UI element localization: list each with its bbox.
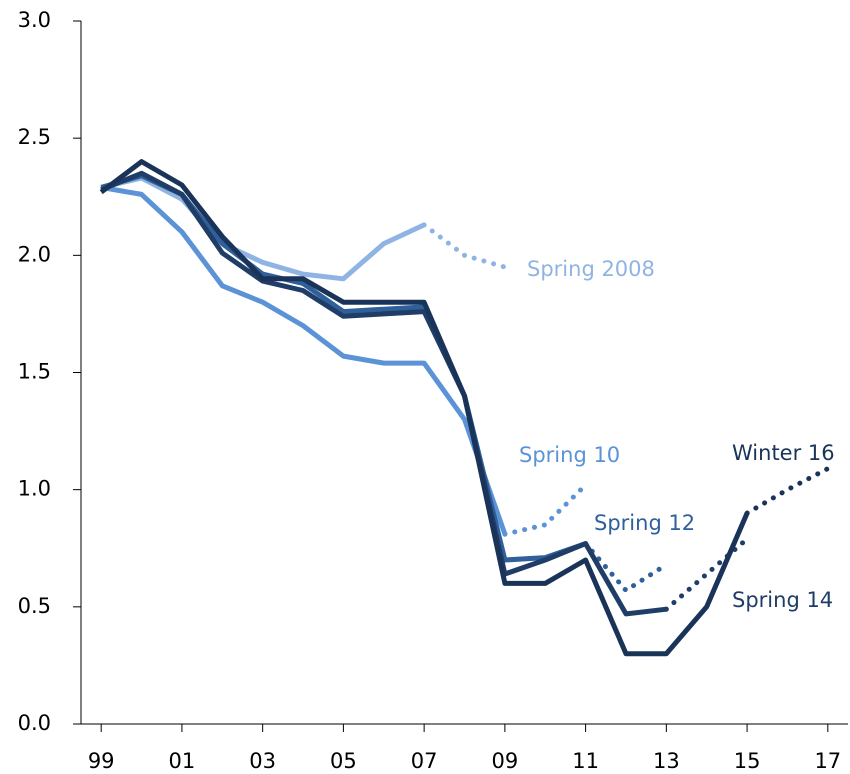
x-tick-label: 03 bbox=[249, 749, 276, 773]
y-tick-label: 0.5 bbox=[18, 594, 51, 618]
y-tick-label: 0.0 bbox=[18, 711, 51, 735]
x-tick-label: 05 bbox=[330, 749, 357, 773]
y-tick-label: 3.0 bbox=[18, 8, 51, 32]
series-label: Spring 10 bbox=[519, 443, 620, 467]
series-line bbox=[100, 175, 426, 282]
x-tick-label: 09 bbox=[492, 749, 519, 773]
x-tick-label: 07 bbox=[411, 749, 438, 773]
x-tick-label: 15 bbox=[734, 749, 761, 773]
forecast-line bbox=[744, 466, 831, 516]
series-line bbox=[100, 184, 508, 536]
forecast-line bbox=[583, 541, 669, 594]
x-tick-label: 11 bbox=[572, 749, 599, 773]
forecast-line bbox=[502, 482, 589, 537]
series-line bbox=[100, 173, 587, 563]
series-label: Spring 14 bbox=[732, 588, 833, 612]
y-tick-label: 2.0 bbox=[18, 242, 51, 266]
series-line bbox=[99, 159, 750, 657]
x-tick-label: 13 bbox=[653, 749, 680, 773]
series-line bbox=[100, 170, 667, 617]
y-tick-label: 2.5 bbox=[18, 125, 51, 149]
forecast-line bbox=[421, 222, 508, 270]
series-label: Winter 16 bbox=[732, 441, 835, 465]
y-tick-label: 1.0 bbox=[18, 477, 51, 501]
x-tick-label: 17 bbox=[814, 749, 841, 773]
series-label: Spring 12 bbox=[594, 511, 695, 535]
series-label: Spring 2008 bbox=[527, 257, 655, 281]
x-tick-label: 99 bbox=[88, 749, 115, 773]
x-tick-label: 01 bbox=[169, 749, 196, 773]
y-tick-label: 1.5 bbox=[18, 360, 51, 384]
